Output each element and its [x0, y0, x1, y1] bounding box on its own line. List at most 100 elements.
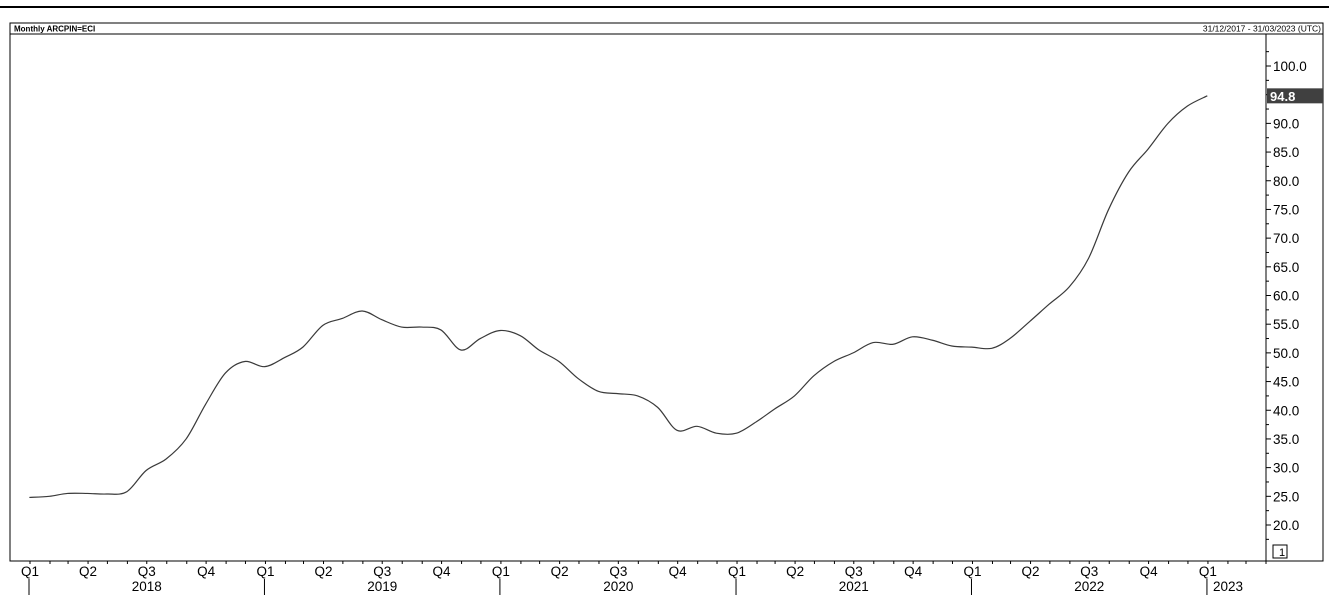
y-tick-label: 40.0: [1273, 403, 1299, 418]
data-point: [637, 395, 638, 396]
data-point: [853, 352, 854, 353]
year-label: 2021: [839, 579, 869, 594]
x-tick-label: Q1: [963, 564, 981, 579]
y-tick-label: 30.0: [1273, 461, 1299, 476]
data-point: [500, 330, 501, 331]
data-point: [186, 438, 187, 439]
data-point: [813, 375, 814, 376]
plot-frame: [9, 22, 1324, 562]
data-point: [756, 421, 757, 422]
y-tick-label: 50.0: [1273, 346, 1299, 361]
data-point: [244, 361, 245, 362]
data-point: [440, 329, 441, 330]
data-point: [29, 497, 30, 498]
last-value-badge-bg: [1267, 88, 1323, 104]
x-tick-label: Q1: [492, 564, 510, 579]
x-tick-label: Q3: [138, 564, 156, 579]
data-point: [302, 347, 303, 348]
data-point: [794, 395, 795, 396]
year-label: 2020: [603, 579, 633, 594]
y-tick-label: 70.0: [1273, 231, 1299, 246]
x-tick-label: Q1: [1199, 564, 1217, 579]
data-point: [1029, 321, 1030, 322]
data-point: [971, 347, 972, 348]
y-tick-label: 80.0: [1273, 174, 1299, 189]
data-point: [401, 326, 402, 327]
data-point: [833, 361, 834, 362]
x-tick-label: Q2: [315, 564, 333, 579]
y-tick-label: 85.0: [1273, 145, 1299, 160]
series-line: [29, 95, 1208, 499]
year-label: 2022: [1074, 579, 1104, 594]
x-tick-label: Q4: [669, 564, 688, 579]
x-tick-label: Q3: [609, 564, 627, 579]
x-axis: Q1 Q2 Q3 Q4 Q1 Q2 Q3 Q4 Q1 Q2 Q3 Q4 Q1 Q2 Q3 Q4 Q1 Q2 Q3 Q4…: [21, 561, 1267, 595]
data-point: [617, 393, 618, 394]
x-tick-label: Q4: [904, 564, 923, 579]
y-tick-label: 60.0: [1273, 289, 1299, 304]
x-tick-label: Q3: [845, 564, 863, 579]
data-point: [1049, 304, 1050, 305]
y-tick-label: 75.0: [1273, 202, 1299, 217]
year-label: 2023: [1213, 579, 1243, 594]
data-point: [87, 493, 88, 494]
y-tick-label: 20.0: [1273, 518, 1299, 533]
data-point: [951, 345, 952, 346]
data-point: [166, 458, 167, 459]
data-point: [991, 348, 992, 349]
data-point: [1108, 209, 1109, 210]
y-tick-label: 35.0: [1273, 432, 1299, 447]
year-label: 2019: [367, 579, 397, 594]
data-point: [322, 325, 323, 326]
data-point: [716, 433, 717, 434]
x-tick-label: Q3: [373, 564, 391, 579]
y-tick-label: 65.0: [1273, 260, 1299, 275]
y-axis: 20.0 25.0 30.0 35.0 40.0 45.0 50.0 55.0 60.0 65.0…: [1266, 51, 1307, 540]
data-point: [342, 318, 343, 319]
x-tick-label: Q2: [79, 564, 97, 579]
data-point: [264, 366, 265, 367]
data-point: [578, 378, 579, 379]
data-point: [362, 310, 363, 311]
data-point: [774, 409, 775, 410]
date-range: 31/12/2017 - 31/03/2023 (UTC): [1203, 24, 1321, 34]
y-tick-label: 90.0: [1273, 116, 1299, 131]
scale-badge-box: [1272, 544, 1288, 559]
data-point: [598, 391, 599, 392]
data-point: [1147, 149, 1148, 150]
data-point: [381, 319, 382, 320]
data-point: [106, 493, 107, 494]
data-point: [225, 372, 226, 373]
data-point: [146, 470, 147, 471]
data-point: [1009, 338, 1010, 339]
data-point: [1167, 123, 1168, 124]
data-point: [126, 491, 127, 492]
scale-badge-label: 1: [1279, 547, 1285, 559]
data-point: [736, 433, 737, 434]
data-point: [676, 430, 677, 431]
x-tick-label: Q1: [728, 564, 746, 579]
x-tick-label: Q1: [21, 564, 39, 579]
data-point: [1088, 258, 1089, 259]
y-tick-label: 100.0: [1273, 59, 1307, 74]
data-point: [67, 493, 68, 494]
data-point: [480, 338, 481, 339]
x-tick-label: Q3: [1080, 564, 1098, 579]
data-point: [932, 340, 933, 341]
data-point: [520, 335, 521, 336]
data-point: [284, 357, 285, 358]
x-tick-label: Q2: [786, 564, 804, 579]
data-point: [1069, 286, 1070, 287]
data-point: [912, 336, 913, 337]
data-point: [893, 344, 894, 345]
y-tick-label: 55.0: [1273, 317, 1299, 332]
data-point: [421, 326, 422, 327]
last-value-badge: 94.8: [1267, 88, 1323, 104]
x-tick-label: Q4: [433, 564, 452, 579]
data-point: [538, 349, 539, 350]
chart-title: Monthly ARCPIN=ECI: [14, 25, 95, 34]
scale-badge: 1: [1272, 544, 1288, 559]
data-point: [696, 426, 697, 427]
x-tick-label: Q2: [1022, 564, 1040, 579]
